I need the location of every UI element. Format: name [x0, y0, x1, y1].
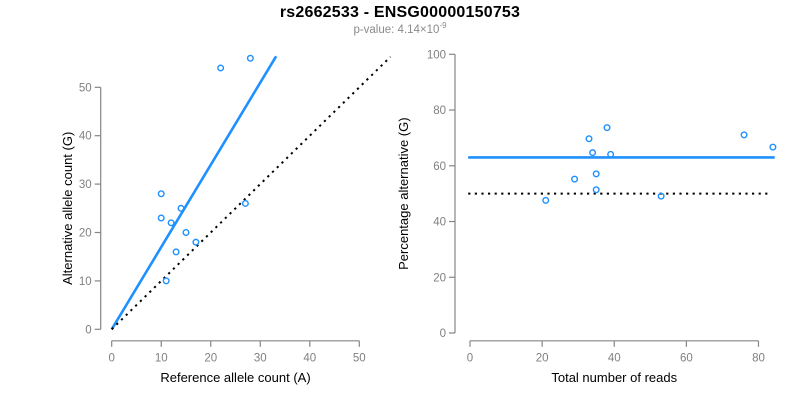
y-tick-label: 100 — [427, 49, 446, 61]
data-point — [592, 186, 600, 194]
data-point — [589, 149, 597, 157]
panel-right: 0 20 40 60 80 100 0 20 40 60 80 Total number of rea… — [396, 49, 777, 385]
data-point — [167, 219, 175, 227]
x-tick-label: 40 — [303, 352, 316, 364]
x-tick-label: 0 — [467, 352, 473, 364]
data-point — [246, 54, 254, 62]
x-tick-label: 0 — [108, 352, 114, 364]
data-point — [657, 192, 665, 200]
x-tick-label: 20 — [204, 352, 217, 364]
figure-subtitle: p-value: 4.14×10-9 — [0, 21, 800, 36]
x-tick-label: 40 — [608, 352, 621, 364]
data-point — [592, 170, 600, 178]
data-point — [157, 190, 165, 198]
data-point — [607, 150, 615, 158]
y-tick-label: 0 — [85, 324, 91, 336]
data-point — [241, 199, 249, 207]
y-tick-label: 40 — [433, 217, 446, 229]
data-point — [542, 196, 550, 204]
figure-title: rs2662533 - ENSG00000150753 — [279, 4, 521, 21]
data-point — [740, 131, 748, 139]
data-point — [182, 228, 190, 236]
x-tick-label: 30 — [254, 352, 267, 364]
y-tick-label: 30 — [79, 179, 92, 191]
y-tick-label: 20 — [433, 272, 446, 284]
x-axis-title: Reference allele count (A) — [160, 370, 310, 385]
data-point — [585, 135, 593, 143]
data-point — [603, 124, 611, 132]
pvalue-exponent: -9 — [439, 21, 447, 31]
y-axis-title: Alternative allele count (G) — [60, 132, 75, 285]
y-tick-label: 40 — [79, 131, 92, 143]
data-point — [571, 175, 579, 183]
x-tick-label: 20 — [536, 352, 549, 364]
y-tick-label: 50 — [79, 82, 92, 94]
data-point — [162, 277, 170, 285]
x-axis-title: Total number of reads — [551, 370, 677, 385]
y-axis-title: Percentage alternative (G) — [396, 117, 411, 269]
x-tick-label: 10 — [155, 352, 168, 364]
y-tick-label: 80 — [433, 105, 446, 117]
x-tick-label: 80 — [752, 352, 765, 364]
data-point — [172, 248, 180, 256]
x-tick-label: 60 — [680, 352, 693, 364]
fit-line — [110, 55, 278, 330]
y-tick-label: 10 — [79, 276, 92, 288]
pvalue-text: p-value: 4.14×10 — [353, 24, 440, 36]
data-point — [192, 238, 200, 246]
identity-line — [111, 56, 392, 331]
data-point — [177, 204, 185, 212]
panel-left: 0 10 20 30 40 50 0 10 20 30 40 50 Reference allele c… — [60, 54, 392, 385]
x-tick-label: 50 — [353, 352, 366, 364]
y-tick-label: 20 — [79, 228, 92, 240]
y-tick-label: 60 — [433, 161, 446, 173]
y-tick-label: 0 — [440, 328, 446, 340]
data-point — [217, 64, 225, 72]
data-point — [157, 214, 165, 222]
data-point — [769, 143, 777, 151]
